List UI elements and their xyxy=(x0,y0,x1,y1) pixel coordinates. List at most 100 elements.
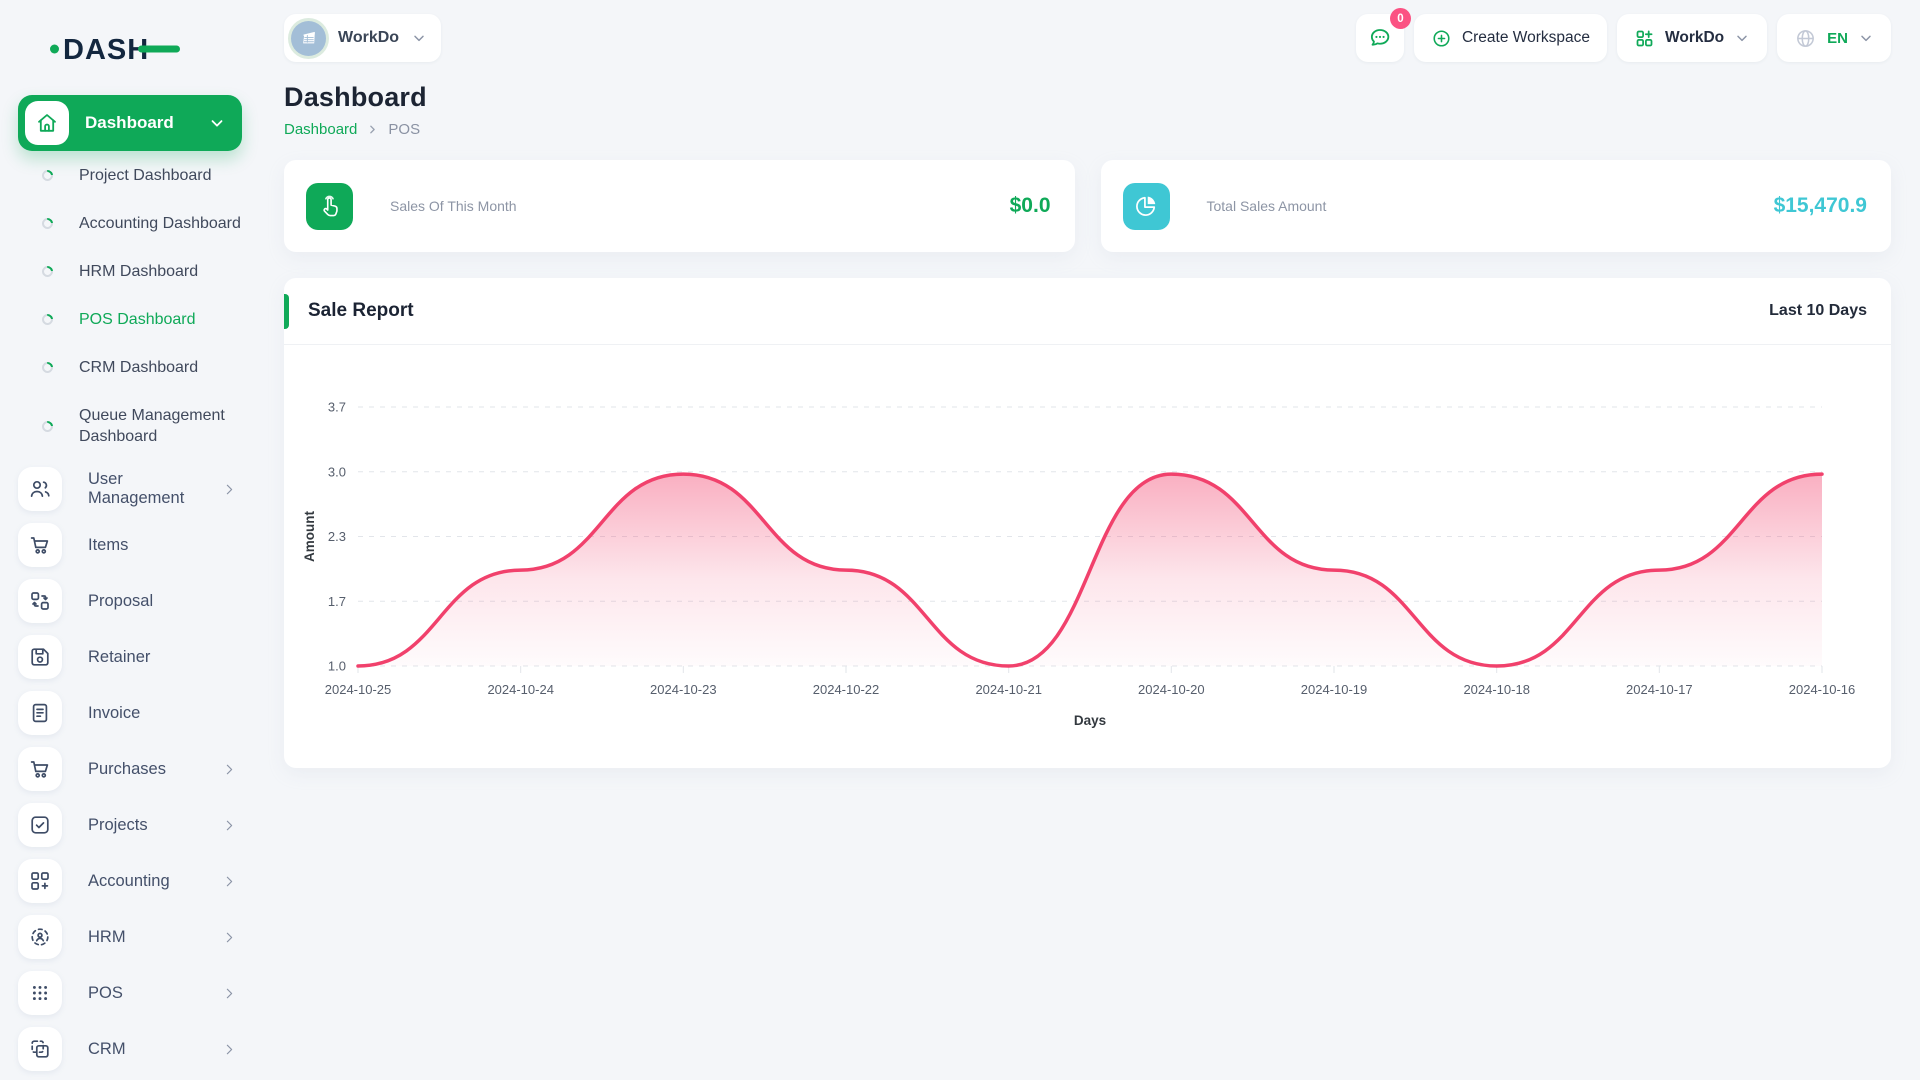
chevron-right-icon xyxy=(221,817,238,834)
accounting-icon xyxy=(18,859,62,903)
breadcrumb-dashboard-link[interactable]: Dashboard xyxy=(284,121,358,138)
sidebar-item-pos[interactable]: POS xyxy=(18,965,242,1021)
sidebar-subitem-queue-management-dashboard[interactable]: Queue Management Dashboard xyxy=(18,391,242,461)
pos-icon xyxy=(18,971,62,1015)
messages-button[interactable]: 0 xyxy=(1355,8,1411,62)
y-tick-label: 1.7 xyxy=(328,594,346,609)
chat-icon xyxy=(1367,25,1393,51)
sidebar-item-dashboard[interactable]: Dashboard xyxy=(18,95,242,151)
sidebar-item-label: User Management xyxy=(88,470,185,507)
sidebar-item-label: Accounting xyxy=(88,871,170,890)
crm-icon xyxy=(18,1027,62,1071)
stats-row: Sales Of This Month $0.0 Total Sales Amo… xyxy=(284,160,1891,252)
chevron-down-icon xyxy=(411,30,427,46)
sidebar-nav: Dashboard Project Dashboard Accounting Da… xyxy=(0,95,260,1077)
sale-report-title: Sale Report xyxy=(308,300,414,321)
hrm-icon xyxy=(18,915,62,959)
y-tick-label: 3.7 xyxy=(328,400,346,415)
language-code: EN xyxy=(1827,29,1848,47)
sidebar-item-label: Invoice xyxy=(88,703,141,722)
x-tick-label: 2024-10-18 xyxy=(1463,682,1530,697)
x-tick-label: 2024-10-16 xyxy=(1789,682,1856,697)
stat-label: Sales Of This Month xyxy=(390,198,517,214)
x-tick-label: 2024-10-17 xyxy=(1626,682,1693,697)
sidebar-item-label: POS xyxy=(88,983,123,1002)
dashboard-submenu: Project Dashboard Accounting Dashboard HRM… xyxy=(18,151,242,461)
x-tick-label: 2024-10-25 xyxy=(325,682,392,697)
x-tick-label: 2024-10-20 xyxy=(1138,682,1205,697)
workspace-name: WorkDo xyxy=(338,29,400,46)
cart-icon xyxy=(18,747,62,791)
pie-chart-icon xyxy=(1122,182,1170,230)
accent-bar xyxy=(284,294,289,329)
retainer-icon xyxy=(18,635,62,679)
sale-report-chart: 1.0 1.7 2.3 3.0 3.7 2024-10-25 2024-10-24 2024-… xyxy=(284,345,1891,768)
chevron-right-icon xyxy=(221,929,238,946)
chevron-down-icon xyxy=(208,114,226,132)
workspace-switcher-label: WorkDo xyxy=(1665,29,1725,46)
brand-logo[interactable]: DASH xyxy=(0,0,260,95)
chevron-right-icon xyxy=(221,873,238,890)
sidebar-item-accounting[interactable]: Accounting xyxy=(18,853,242,909)
bullet-icon xyxy=(39,167,56,183)
sidebar-subitem-crm-dashboard[interactable]: CRM Dashboard xyxy=(18,343,242,391)
messages-count-badge: 0 xyxy=(1389,8,1411,29)
chevron-down-icon xyxy=(1858,30,1874,46)
y-tick-label: 1.0 xyxy=(328,659,346,674)
x-tick-label: 2024-10-22 xyxy=(813,682,880,697)
sidebar-item-purchases[interactable]: Purchases xyxy=(18,741,242,797)
users-icon xyxy=(18,467,62,511)
sidebar-item-items[interactable]: Items xyxy=(18,517,242,573)
sidebar-item-invoice[interactable]: Invoice xyxy=(18,685,242,741)
sidebar-item-retainer[interactable]: Retainer xyxy=(18,629,242,685)
globe-icon xyxy=(1794,27,1817,50)
y-tick-label: 2.3 xyxy=(328,529,346,544)
workspace-switcher[interactable]: WorkDo xyxy=(1617,14,1768,62)
sidebar-subitem-pos-dashboard[interactable]: POS Dashboard xyxy=(18,295,242,343)
sidebar-item-label: Dashboard xyxy=(85,113,174,132)
stat-value: $0.0 xyxy=(1009,194,1051,217)
sidebar-item-hrm[interactable]: HRM xyxy=(18,909,242,965)
chevron-right-icon xyxy=(221,761,238,778)
bullet-icon xyxy=(39,311,56,327)
dash-logo-icon: DASH xyxy=(50,34,180,66)
bullet-icon xyxy=(39,215,56,231)
create-workspace-button[interactable]: Create Workspace xyxy=(1413,14,1608,62)
y-axis-title: Amount xyxy=(302,511,317,562)
chevron-right-icon xyxy=(221,481,238,498)
sidebar-subitem-label: Queue Management Dashboard xyxy=(79,407,225,445)
page-content: Dashboard Dashboard POS Sales Of This Mo… xyxy=(284,66,1891,768)
sidebar-item-user-management[interactable]: User Management xyxy=(18,461,242,517)
x-tick-label: 2024-10-23 xyxy=(650,682,717,697)
sidebar-item-proposal[interactable]: Proposal xyxy=(18,573,242,629)
sidebar-item-projects[interactable]: Projects xyxy=(18,797,242,853)
bullet-icon xyxy=(39,263,56,279)
sidebar-subitem-label: CRM Dashboard xyxy=(79,358,199,376)
sale-report-header: Sale Report Last 10 Days xyxy=(284,278,1891,345)
sidebar-subitem-hrm-dashboard[interactable]: HRM Dashboard xyxy=(18,247,242,295)
sidebar-item-label: CRM xyxy=(88,1039,126,1058)
breadcrumb-current: POS xyxy=(388,121,421,138)
proposal-icon xyxy=(18,579,62,623)
sidebar-subitem-label: Accounting Dashboard xyxy=(79,214,241,232)
stat-card-total-sales-amount: Total Sales Amount $15,470.9 xyxy=(1100,160,1891,252)
topbar-actions: 0 Create Workspace WorkDo xyxy=(1355,8,1891,62)
language-selector[interactable]: EN xyxy=(1777,14,1891,62)
sidebar-subitem-label: HRM Dashboard xyxy=(79,262,199,280)
sidebar-menu: User Management Items Proposal Retainer Invo… xyxy=(18,461,242,1077)
sale-report-card: Sale Report Last 10 Days 1.0 1.7 2.3 3.0 3.7… xyxy=(284,278,1891,768)
sidebar-subitem-project-dashboard[interactable]: Project Dashboard xyxy=(18,151,242,199)
tap-icon xyxy=(306,182,353,230)
y-tick-label: 3.0 xyxy=(328,464,346,479)
sidebar-item-crm[interactable]: CRM xyxy=(18,1021,242,1077)
sidebar-subitem-accounting-dashboard[interactable]: Accounting Dashboard xyxy=(18,199,242,247)
projects-icon xyxy=(18,803,62,847)
create-workspace-label: Create Workspace xyxy=(1461,29,1591,46)
bullet-icon xyxy=(39,418,56,434)
chevron-right-icon xyxy=(366,123,379,136)
workspace-pill[interactable]: WorkDo xyxy=(284,14,442,62)
workspace-avatar xyxy=(291,20,326,56)
cart-icon xyxy=(18,523,62,567)
chevron-down-icon xyxy=(1734,30,1750,46)
plus-circle-icon xyxy=(1431,28,1452,49)
